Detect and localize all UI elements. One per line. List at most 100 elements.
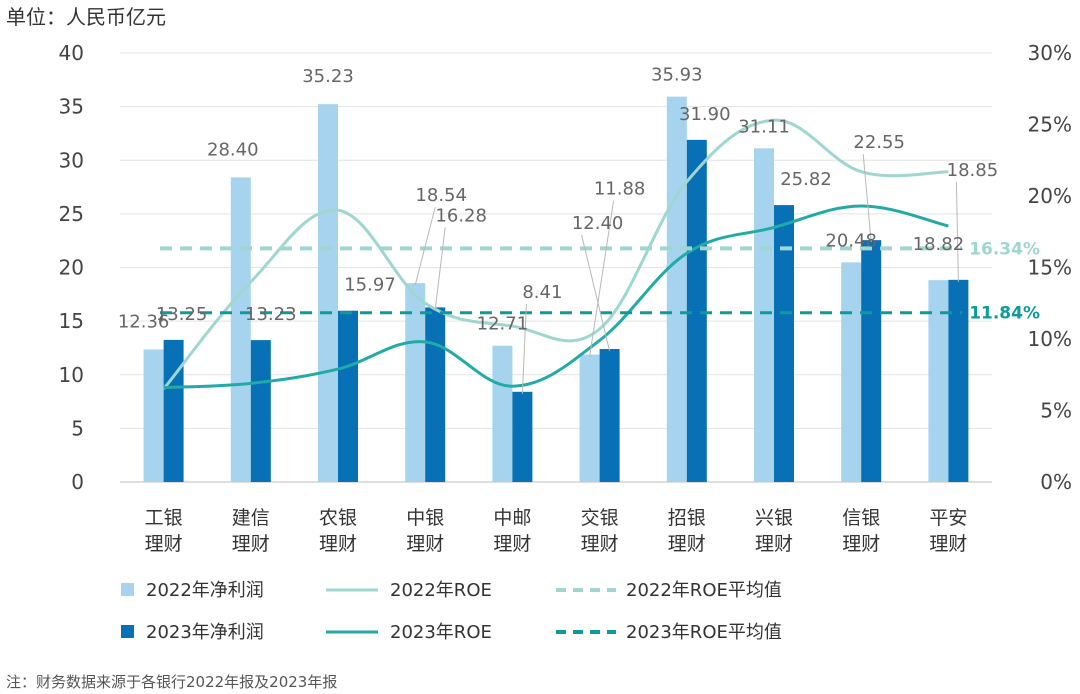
bar-2022 [579,354,600,482]
category-label-line2: 理财 [755,533,793,555]
bar-2023 [948,279,969,482]
source-note: 注：财务数据来源于各银行2022年报及2023年报 [6,673,337,691]
data-label-2022: 18.82 [913,234,965,255]
data-label-2023: 13.25 [156,304,208,325]
right-tick-label: 20% [1028,184,1072,208]
data-label-2023: 31.90 [679,104,731,125]
right-tick-label: 30% [1028,41,1072,65]
category-label-line2: 理财 [145,533,183,555]
leader-line-2022 [589,200,615,357]
data-label-2022: 35.23 [302,66,354,87]
legend-label-bar-2022: 2022年净利润 [146,580,264,601]
data-label-2023: 15.97 [344,275,396,296]
bar-2023 [338,310,358,482]
right-tick-label: 10% [1028,327,1072,351]
roe-2023-average-label: 11.84% [969,304,1040,324]
data-label-2022: 18.54 [415,185,467,206]
leader-line-2023 [581,234,611,352]
category-label-line1: 工银 [145,507,183,529]
data-label-leaders [414,154,959,394]
legend-swatch-bar-2022 [121,583,134,596]
right-tick-label: 5% [1040,399,1072,423]
data-label-2022: 12.71 [477,314,529,335]
unit-label: 单位：人民币亿元 [6,5,166,29]
roe-2023-line [163,204,949,390]
category-label-line1: 招银 [668,507,706,529]
leader-line-2023 [862,154,872,243]
bar-2023 [861,240,882,482]
bar-2023 [774,205,794,482]
right-tick-label: 0% [1040,470,1072,494]
right-axis-ticks: 0% 5% 10% 15% 20% 25% 30% [1028,41,1072,494]
left-tick-label: 20 [59,256,84,280]
left-tick-label: 40 [59,41,84,65]
category-label-line1: 信银 [842,507,880,529]
bar-2023 [599,349,620,482]
left-tick-label: 15 [59,309,84,333]
bar-2022 [492,345,513,482]
right-tick-label: 15% [1028,256,1072,280]
category-label-line1: 中邮 [493,507,531,529]
bar-2022 [754,148,774,482]
leader-line-2023 [434,227,446,310]
category-label-line2: 理财 [842,533,880,555]
category-label-line2: 理财 [493,533,531,555]
leader-line-2023 [955,181,959,282]
legend-label-roe-2023: 2023年ROE [390,622,492,643]
legend: 2022年净利润 2023年净利润 2022年ROE 2023年ROE 2022… [121,580,782,643]
bar-2022 [405,283,426,482]
bar-2022 [841,262,862,482]
left-tick-label: 25 [59,202,84,226]
category-label-line1: 建信 [232,507,270,529]
left-tick-label: 10 [59,363,84,387]
legend-label-bar-2023: 2023年净利润 [146,622,264,643]
category-label-line2: 理财 [581,533,619,555]
category-label-line2: 理财 [929,533,967,555]
data-label-2022: 35.93 [651,65,703,86]
category-label-line2: 理财 [232,533,270,555]
bar-2022 [666,96,687,482]
data-label-2023: 18.85 [947,160,999,181]
category-label-line1: 交银 [581,507,619,529]
bar-2023 [163,339,184,482]
roe-2022-average-label: 16.34% [969,239,1040,259]
data-label-2023: 22.55 [853,132,905,153]
data-label-2022: 28.40 [207,139,259,160]
legend-label-avg-2022: 2022年ROE平均值 [626,580,782,601]
category-label-line1: 平安 [929,507,967,529]
data-label-2023: 16.28 [435,205,487,226]
roe-lines [162,118,949,390]
category-label-line2: 理财 [668,533,706,555]
left-tick-label: 35 [59,95,84,119]
bar-2022 [143,349,164,482]
data-label-2022: 20.48 [825,230,877,251]
left-tick-label: 30 [59,148,84,172]
bar-2022 [230,177,251,482]
category-label-line1: 农银 [319,507,357,529]
roe-average-lines: 16.34% 11.84% [160,239,1040,324]
right-tick-label: 25% [1028,113,1072,137]
legend-swatch-bar-2023 [121,625,134,638]
category-label-line1: 中银 [406,507,444,529]
category-label-line1: 兴银 [755,507,793,529]
data-label-2022: 31.11 [738,116,790,137]
data-label-2023: 12.40 [572,213,624,234]
left-axis-ticks: 0 5 10 15 20 25 30 35 40 [59,41,84,494]
data-label-2023: 8.41 [522,282,562,303]
bar-2022 [318,104,338,482]
data-label-2023: 13.23 [245,304,297,325]
bar-2023 [512,391,533,482]
legend-label-avg-2023: 2023年ROE平均值 [626,622,782,643]
bar-2023 [686,139,707,482]
bar-2023 [250,340,271,482]
leader-line-2023 [521,303,527,394]
category-label-line2: 理财 [406,533,444,555]
data-label-2022: 12.36 [118,311,170,332]
left-tick-label: 5 [71,416,84,440]
left-tick-label: 0 [71,470,84,494]
bar-2022 [928,280,949,482]
